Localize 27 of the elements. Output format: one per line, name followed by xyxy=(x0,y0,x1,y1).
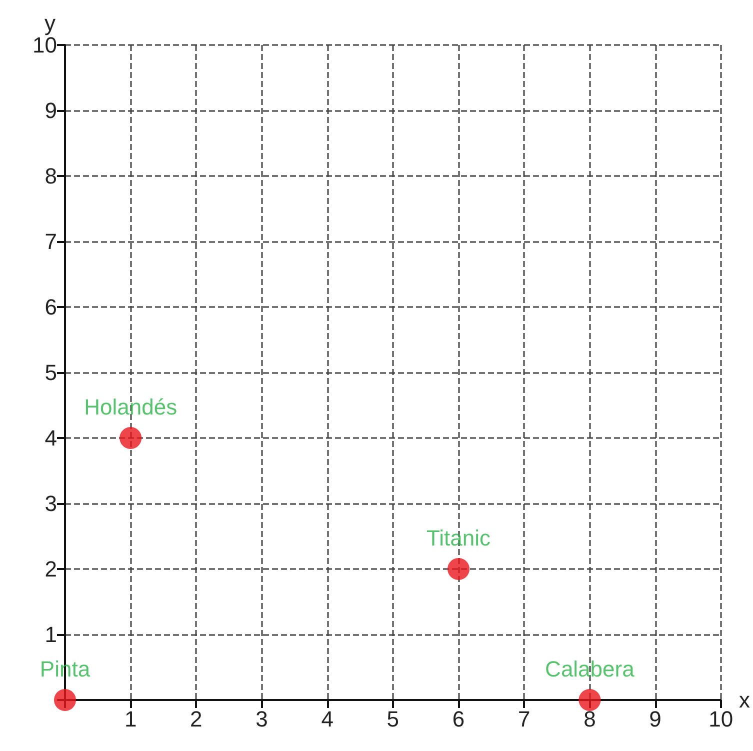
y-tick-label: 2 xyxy=(44,556,57,582)
x-tick-label: 9 xyxy=(649,706,662,732)
x-tick-label: 8 xyxy=(584,706,596,732)
point xyxy=(120,427,142,449)
x-tick-label: 10 xyxy=(708,706,734,732)
point xyxy=(578,689,601,711)
y-tick-label: 9 xyxy=(44,98,57,123)
y-tick-label: 5 xyxy=(44,360,57,385)
annotation: Titanic xyxy=(426,526,491,550)
y-tick-label: 4 xyxy=(44,426,57,450)
annotation: Holandés xyxy=(84,394,178,420)
x-tick-label: 4 xyxy=(321,706,334,732)
x-tick-label: 7 xyxy=(518,706,530,732)
x-tick-label: 1 xyxy=(124,706,137,732)
point xyxy=(448,558,470,580)
y-tick-label: 1 xyxy=(44,622,57,647)
y-tick-label: 6 xyxy=(44,294,57,320)
x-tick-label: 2 xyxy=(190,706,202,732)
y-tick-label: 8 xyxy=(44,164,57,188)
y-tick-label: 3 xyxy=(44,491,57,516)
annotation: Calabera xyxy=(545,656,636,682)
y-tick-label: 7 xyxy=(44,229,57,254)
x-tick-label: 3 xyxy=(256,706,268,732)
x-tick-label: 6 xyxy=(452,706,465,732)
x-axis-title: x xyxy=(739,688,750,712)
x-tick-label: 5 xyxy=(386,706,400,732)
point xyxy=(54,689,76,711)
